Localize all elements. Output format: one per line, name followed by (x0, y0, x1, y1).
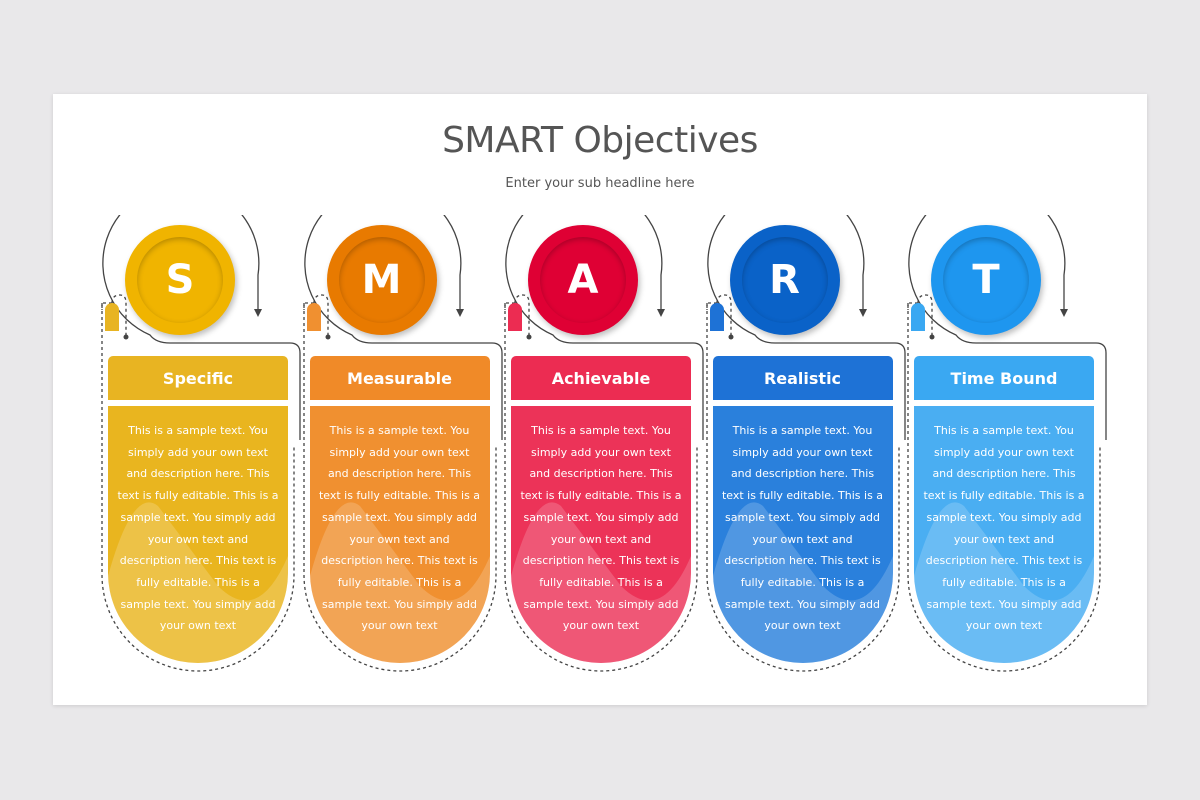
smart-card-r: R Realistic This is a sample text. You s… (695, 215, 906, 675)
connector-lines (101, 215, 301, 672)
letter-circle: T (931, 225, 1041, 335)
smart-card-a: A Achievable This is a sample text. You … (493, 215, 704, 675)
card-body: This is a sample text. You simply add yo… (712, 406, 893, 663)
connector-lines (907, 215, 1107, 672)
letter: M (338, 237, 425, 323)
tab-marker (508, 303, 522, 331)
card-header: Specific (108, 356, 288, 400)
tab-marker (306, 303, 321, 331)
card-body: This is a sample text. You simply add yo… (511, 406, 691, 663)
card-description: This is a sample text. You simply add yo… (923, 424, 1085, 633)
card-description: This is a sample text. You simply add yo… (520, 424, 682, 633)
tab-marker (911, 303, 925, 331)
card-description: This is a sample text. You simply add yo… (721, 424, 884, 633)
card-header: Realistic (712, 356, 893, 400)
connector-lines (504, 215, 704, 672)
card-description: This is a sample text. You simply add yo… (318, 424, 481, 633)
letter: R (741, 237, 828, 323)
connector-lines (302, 215, 503, 672)
letter: T (943, 237, 1029, 323)
card-header: Measurable (309, 356, 490, 400)
smart-card-m: M Measurable This is a sample text. You … (292, 215, 503, 675)
wave-decoration (309, 502, 490, 663)
wave-decoration (511, 502, 691, 663)
subtitle: Enter your sub headline here (505, 176, 695, 191)
wave-decoration (914, 502, 1094, 663)
wave-decoration (108, 502, 288, 663)
smart-card-s: S Specific This is a sample text. You si… (90, 215, 301, 675)
connector-lines (705, 215, 906, 672)
smart-card-t: T Time Bound This is a sample text. You … (896, 215, 1107, 675)
letter-circle: A (528, 225, 638, 335)
card-header: Achievable (511, 356, 691, 400)
tab-marker (105, 303, 119, 331)
card-body: This is a sample text. You simply add yo… (309, 406, 490, 663)
card-body: This is a sample text. You simply add yo… (108, 406, 288, 663)
card-header: Time Bound (914, 356, 1094, 400)
letter: A (540, 237, 626, 323)
page-title: SMART Objectives (442, 120, 758, 161)
letter-circle: R (729, 225, 840, 335)
card-body: This is a sample text. You simply add yo… (914, 406, 1094, 663)
letter-circle: M (326, 225, 437, 335)
letter: S (137, 237, 223, 323)
card-description: This is a sample text. You simply add yo… (117, 424, 279, 633)
wave-decoration (712, 502, 893, 663)
letter-circle: S (125, 225, 235, 335)
tab-marker (709, 303, 724, 331)
